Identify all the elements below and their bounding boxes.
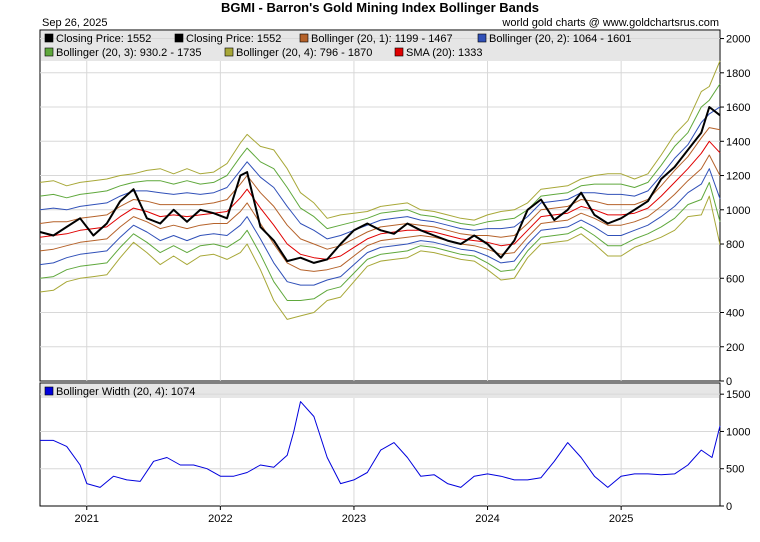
width-y-tick-label: 1500 <box>726 389 750 401</box>
width-y-tick-label: 0 <box>726 501 732 513</box>
main-y-axis: 0 200 400 600 800 1000 1200 1400 1600 1800 2000 <box>720 34 750 388</box>
legend-label: Bollinger (20, 2): 1064 - 1601 <box>489 33 631 45</box>
width-panel: Bollinger Width (20, 4): 1074 0 500 1000 15… <box>39 382 750 525</box>
main-legend-background <box>41 31 719 61</box>
main-y-tick-label: 2000 <box>726 34 750 46</box>
width-grid <box>40 393 720 506</box>
main-y-tick-label: 1400 <box>726 136 750 148</box>
legend-swatch <box>174 33 184 43</box>
series-line-b2_l <box>39 168 721 286</box>
width-y-tick-label: 1000 <box>726 426 750 438</box>
main-grid <box>40 38 720 381</box>
width-plot-frame <box>39 382 721 507</box>
series-line-sma <box>39 140 721 260</box>
chart-source: world gold charts @ www.goldchartsrus.co… <box>501 17 719 29</box>
legend-label: Bollinger Width (20, 4): 1074 <box>56 386 195 398</box>
x-tick-label: 2021 <box>75 513 99 525</box>
main-plot-frame <box>39 29 721 382</box>
x-axis: 2021 2022 2023 2024 2025 <box>75 506 633 525</box>
main-panel: Closing Price: 1552 Closing Price: 1552 Bo… <box>39 29 750 388</box>
x-tick-label: 2024 <box>475 513 499 525</box>
legend-swatch <box>299 33 309 43</box>
series-line-b1_u <box>39 127 721 250</box>
x-tick-label: 2023 <box>342 513 366 525</box>
main-y-tick-label: 800 <box>726 239 744 251</box>
main-y-tick-label: 200 <box>726 342 744 354</box>
legend-swatch <box>394 47 404 57</box>
series-line-b1_l <box>39 154 721 272</box>
legend-label: Closing Price: 1552 <box>186 33 281 45</box>
x-tick-label: 2022 <box>208 513 232 525</box>
legend-label: Bollinger (20, 1): 1199 - 1467 <box>311 33 453 45</box>
legend-label: Bollinger (20, 3): 930.2 - 1735 <box>56 47 202 59</box>
series-line-b4_u <box>39 60 721 221</box>
legend-swatch <box>477 33 487 43</box>
main-series <box>39 60 721 320</box>
main-y-tick-label: 1800 <box>726 68 750 80</box>
width-y-tick-label: 500 <box>726 464 744 476</box>
series-line-price <box>39 106 721 264</box>
legend-swatch <box>224 47 234 57</box>
series-line-b2_u <box>39 106 721 240</box>
main-y-tick-label: 0 <box>726 376 732 388</box>
series-line-b4_l <box>39 195 721 320</box>
chart-title: BGMI - Barron's Gold Mining Index Bollin… <box>221 0 539 15</box>
width-legend: Bollinger Width (20, 4): 1074 <box>44 386 195 398</box>
main-y-tick-label: 1200 <box>726 171 750 183</box>
legend-swatch <box>44 33 54 43</box>
x-tick-label: 2025 <box>609 513 633 525</box>
legend-label: Closing Price: 1552 <box>56 33 151 45</box>
legend-label: SMA (20): 1333 <box>406 47 482 59</box>
series-line-b3_l <box>39 181 721 301</box>
width-series <box>40 401 721 488</box>
legend-swatch <box>44 386 54 396</box>
series-line-b3_u <box>39 83 721 230</box>
main-y-tick-label: 1000 <box>726 205 750 217</box>
legend-label: Bollinger (20, 4): 796 - 1870 <box>236 47 372 59</box>
main-y-tick-label: 400 <box>726 308 744 320</box>
main-y-tick-label: 600 <box>726 273 744 285</box>
width-y-axis: 0 500 1000 1500 <box>720 389 750 513</box>
main-y-tick-label: 1600 <box>726 102 750 114</box>
series-line-width <box>40 401 721 488</box>
chart-date: Sep 26, 2025 <box>42 17 107 29</box>
main-legend: Closing Price: 1552 Closing Price: 1552 Bo… <box>44 33 631 59</box>
legend-swatch <box>44 47 54 57</box>
